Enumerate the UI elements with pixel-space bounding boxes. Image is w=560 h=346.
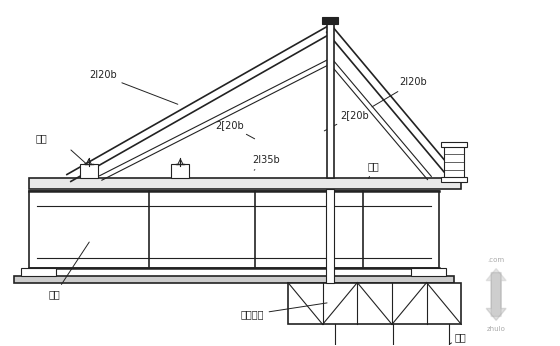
Bar <box>21 267 56 275</box>
FancyArrow shape <box>486 268 506 317</box>
Text: 2I20b: 2I20b <box>89 70 178 104</box>
Bar <box>441 177 467 182</box>
Bar <box>322 17 338 24</box>
Bar <box>80 164 98 178</box>
Bar <box>327 22 334 178</box>
Text: 锐杆: 锐杆 <box>36 133 48 143</box>
Bar <box>441 142 467 147</box>
Text: .com: .com <box>488 257 505 263</box>
Bar <box>171 164 189 178</box>
Bar <box>29 178 461 189</box>
Text: 底模樱片: 底模樱片 <box>240 303 327 319</box>
Bar <box>326 189 334 283</box>
Bar <box>444 146 464 178</box>
Bar <box>288 283 461 325</box>
FancyArrow shape <box>486 273 506 320</box>
Text: 架体: 架体 <box>49 242 89 300</box>
Text: 2[20b: 2[20b <box>324 110 368 131</box>
Bar <box>29 191 440 267</box>
Text: 2I20b: 2I20b <box>372 78 427 107</box>
Text: 2[20b: 2[20b <box>215 120 255 139</box>
Text: 2I35b: 2I35b <box>252 155 280 170</box>
Text: 吐杆: 吐杆 <box>449 333 466 344</box>
Bar <box>412 267 446 275</box>
Text: zhulo: zhulo <box>487 326 506 333</box>
Bar <box>14 275 454 283</box>
Text: 走板: 走板 <box>368 161 379 179</box>
